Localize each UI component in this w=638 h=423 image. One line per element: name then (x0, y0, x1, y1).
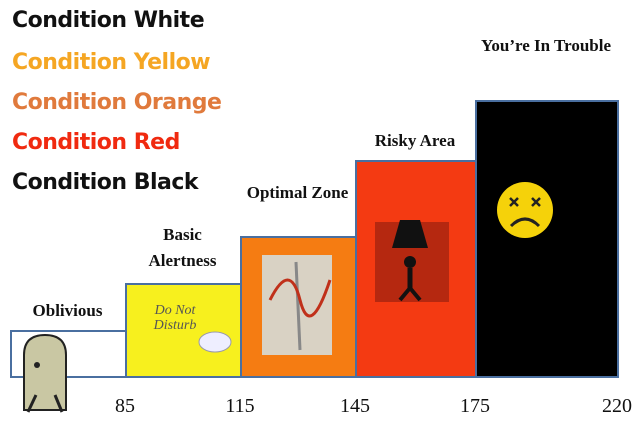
tombstone-icon (24, 335, 66, 412)
needle-image (262, 255, 332, 355)
weight-icon (375, 220, 449, 302)
decorations (0, 0, 638, 423)
dnd-sign (199, 332, 231, 352)
sad-face (497, 182, 553, 238)
infographic: Condition WhiteCondition YellowCondition… (0, 0, 638, 423)
